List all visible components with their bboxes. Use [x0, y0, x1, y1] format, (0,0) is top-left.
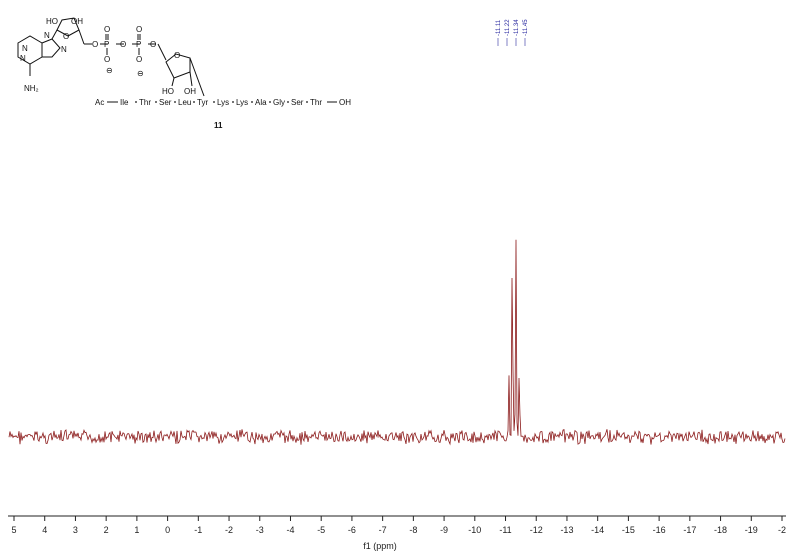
x-tick-label: -5: [317, 525, 325, 535]
adenine-n3-label: N: [20, 54, 26, 63]
peptide-residue-thr-2: Thr: [310, 98, 322, 107]
x-tick-label: 5: [11, 525, 16, 535]
peptide-residue-ile: Ile: [120, 98, 129, 107]
x-tick-label: -15: [622, 525, 635, 535]
second-ribose-drawing: [157, 43, 205, 97]
x-tick-label: 1: [134, 525, 139, 535]
peptide-residue-oh: OH: [339, 98, 351, 107]
ribose-hydroxyl-2: OH: [71, 17, 83, 26]
bridge-oxygen-3: O: [150, 40, 156, 49]
x-tick-label: -8: [409, 525, 417, 535]
anionic-oxygen-1: O: [104, 55, 110, 64]
x-tick-label: -2: [225, 525, 233, 535]
peptide-separator-dots: [135, 101, 308, 103]
ribose-ring-drawing: [56, 17, 92, 45]
adenine-n1-label: N: [22, 44, 28, 53]
peak-shift-label: -11.22: [505, 19, 511, 36]
phosphorus-1-label: P: [104, 40, 109, 49]
peptide-residue-lys-2: Lys: [236, 98, 248, 107]
adenine-amine-label: NH₂: [24, 84, 39, 93]
x-tick-label: -4: [286, 525, 294, 535]
x-tick-label: 3: [73, 525, 78, 535]
x-axis-title: f1 (ppm): [363, 541, 397, 551]
second-ribose-oxygen: O: [174, 51, 180, 60]
x-tick-label: -3: [256, 525, 264, 535]
x-tick-label: -1: [194, 525, 202, 535]
peptide-residue-thr-1: Thr: [139, 98, 151, 107]
x-tick-label: -10: [468, 525, 481, 535]
x-tick-label: 0: [165, 525, 170, 535]
bridge-oxygen-2: O: [120, 40, 126, 49]
x-axis-ticks: 5 4 3 2 1 0 -1 -2 -3 -4 -5 -6 -7 -8 -9 -10 -11 -12 -13 -14 -…: [11, 516, 786, 535]
x-tick-label: -14: [591, 525, 604, 535]
peak-labels: -11.11 -11.22 -11.34 -11.45: [496, 19, 529, 46]
x-tick-label: -7: [379, 525, 387, 535]
peptide-residue-ser-1: Ser: [159, 98, 172, 107]
compound-number: 11: [214, 121, 223, 130]
bridge-oxygen-1: O: [92, 40, 98, 49]
x-tick-label: 2: [104, 525, 109, 535]
negative-charge-1: ⊖: [106, 66, 113, 75]
peptide-residue-tyr: Tyr: [197, 98, 208, 107]
phosphoryl-oxygen-2: O: [136, 25, 142, 34]
x-tick-label: -12: [530, 525, 543, 535]
phosphorus-2-label: P: [136, 40, 141, 49]
adenine-ring-drawing: [17, 29, 61, 76]
peak-shift-label: -11.45: [523, 19, 529, 36]
peak-shift-label: -11.34: [514, 19, 520, 36]
peak-shift-label: -11.11: [496, 19, 502, 36]
peptide-residue-ac: Ac: [95, 98, 104, 107]
peptide-residue-ser-2: Ser: [291, 98, 304, 107]
phosphoryl-oxygen-1: O: [104, 25, 110, 34]
x-tick-label: -11: [499, 525, 511, 535]
x-tick-label: -6: [348, 525, 356, 535]
x-tick-label: -13: [560, 525, 573, 535]
ribose-oxygen-label: O: [63, 32, 69, 41]
x-tick-label: -17: [683, 525, 696, 535]
second-ribose-hydroxyl-1: HO: [162, 87, 174, 96]
anionic-oxygen-2: O: [136, 55, 142, 64]
x-tick-label: 4: [42, 525, 47, 535]
peptide-residue-ala: Ala: [255, 98, 267, 107]
x-tick-label: -16: [653, 525, 666, 535]
adenine-n9-label: N: [44, 31, 50, 40]
chemical-structure: N N N N NH₂ HO OH O O P O O ⊖: [17, 17, 351, 130]
x-tick-label: -9: [440, 525, 448, 535]
x-tick-label: -18: [714, 525, 727, 535]
negative-charge-2: ⊖: [137, 69, 144, 78]
adenine-n7-label: N: [61, 45, 67, 54]
x-tick-label: -19: [745, 525, 758, 535]
spectrum-trace: [8, 239, 786, 446]
second-ribose-hydroxyl-2: OH: [184, 87, 196, 96]
peptide-residue-gly: Gly: [273, 98, 285, 107]
ribose-hydroxyl-1: HO: [46, 17, 58, 26]
diphosphate-drawing: [100, 34, 156, 55]
peptide-residue-leu: Leu: [178, 98, 191, 107]
peptide-residue-lys-1: Lys: [217, 98, 229, 107]
x-tick-label: -2: [778, 525, 786, 535]
